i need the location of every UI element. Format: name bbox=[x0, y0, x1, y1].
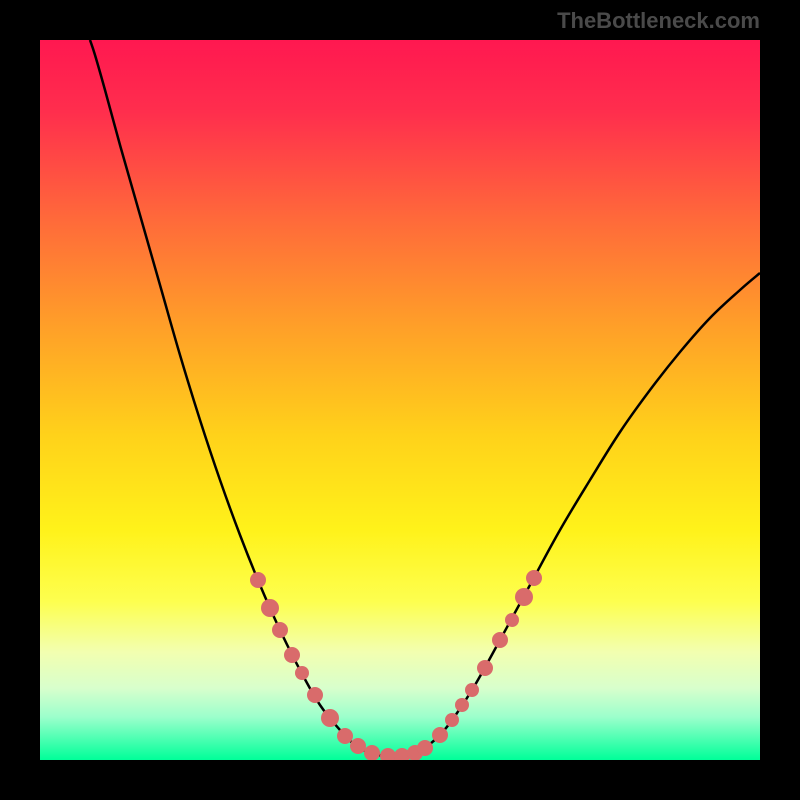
plot-area bbox=[40, 40, 760, 760]
data-marker bbox=[515, 588, 533, 606]
data-marker bbox=[261, 599, 279, 617]
data-marker bbox=[337, 728, 353, 744]
data-marker bbox=[477, 660, 493, 676]
data-marker bbox=[445, 713, 459, 727]
data-marker bbox=[505, 613, 519, 627]
watermark-text: TheBottleneck.com bbox=[557, 8, 760, 34]
data-marker bbox=[492, 632, 508, 648]
data-marker bbox=[526, 570, 542, 586]
curve-right bbox=[425, 273, 760, 748]
data-marker bbox=[432, 727, 448, 743]
data-marker bbox=[417, 740, 433, 756]
data-marker bbox=[350, 738, 366, 754]
data-marker bbox=[295, 666, 309, 680]
data-marker bbox=[380, 748, 396, 760]
data-marker bbox=[465, 683, 479, 697]
data-marker bbox=[321, 709, 339, 727]
chart-frame: TheBottleneck.com bbox=[0, 0, 800, 800]
data-marker bbox=[455, 698, 469, 712]
data-marker bbox=[284, 647, 300, 663]
chart-svg bbox=[40, 40, 760, 760]
curve-left bbox=[90, 40, 425, 756]
data-marker bbox=[272, 622, 288, 638]
data-marker bbox=[364, 745, 380, 760]
data-marker bbox=[307, 687, 323, 703]
data-marker bbox=[250, 572, 266, 588]
